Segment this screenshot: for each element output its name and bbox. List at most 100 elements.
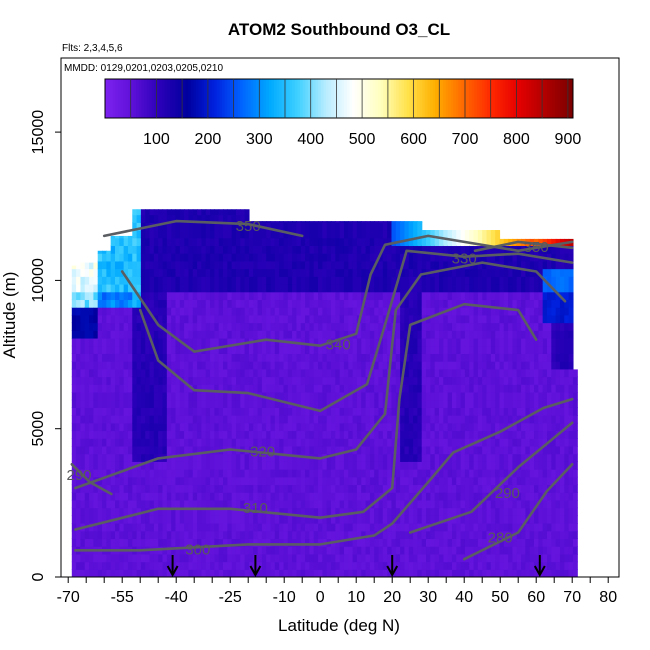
heatmap-cell (318, 492, 323, 501)
heatmap-cell (300, 353, 306, 362)
heatmap-cell (309, 384, 315, 393)
heatmap-cell (400, 330, 406, 339)
heatmap-cell (525, 492, 531, 501)
heatmap-cell (417, 499, 423, 509)
heatmap-cell (503, 499, 509, 509)
heatmap-cell (205, 445, 211, 455)
heatmap-cell (374, 546, 380, 555)
heatmap-cell (223, 230, 228, 239)
heatmap-cell (521, 461, 526, 470)
heatmap-cell (508, 337, 514, 347)
heatmap-cell (521, 283, 526, 293)
heatmap-cell (253, 530, 259, 540)
heatmap-cell (365, 530, 371, 540)
heatmap-cell (352, 530, 358, 540)
heatmap-cell (274, 453, 280, 462)
heatmap-cell (335, 222, 341, 231)
heatmap-cell (192, 546, 198, 555)
heatmap-cell (197, 492, 202, 501)
heatmap-cell (421, 430, 427, 439)
heatmap-cell (158, 469, 164, 478)
heatmap-cell (283, 561, 289, 570)
heatmap-cell (400, 345, 406, 354)
heatmap-cell (119, 415, 125, 424)
heatmap-cell (318, 546, 323, 555)
heatmap-cell (80, 561, 86, 570)
heatmap-cell (300, 283, 306, 293)
heatmap-cell (421, 276, 427, 285)
heatmap-cell (283, 469, 289, 478)
heatmap-cell (132, 337, 138, 347)
heatmap-cell (426, 299, 431, 308)
heatmap-cell (309, 445, 315, 455)
heatmap-cell (322, 299, 328, 308)
heatmap-cell (378, 314, 384, 324)
heatmap-cell (261, 314, 267, 324)
heatmap-cell (529, 291, 535, 301)
heatmap-cell (97, 515, 103, 524)
heatmap-cell (257, 330, 263, 339)
heatmap-cell (201, 322, 207, 331)
heatmap-cell (348, 422, 354, 432)
heatmap-cell (352, 253, 358, 262)
heatmap-cell (352, 407, 358, 416)
heatmap-cell (188, 569, 194, 577)
heatmap-cell (171, 237, 177, 247)
heatmap-cell (499, 499, 505, 509)
heatmap-cell (210, 530, 215, 540)
heatmap-cell (499, 538, 505, 547)
heatmap-cell (443, 569, 449, 577)
heatmap-cell (378, 515, 384, 524)
heatmap-cell (413, 268, 418, 277)
heatmap-cell (443, 492, 449, 501)
heatmap-cell (464, 422, 470, 432)
heatmap-cell (486, 515, 492, 524)
heatmap-cell (136, 230, 142, 239)
heatmap-cell (482, 499, 488, 509)
heatmap-cell (434, 476, 440, 486)
heatmap-cell (166, 291, 172, 301)
heatmap-cell (490, 538, 496, 547)
heatmap-cell (387, 538, 393, 547)
heatmap-cell (261, 361, 267, 370)
heatmap-cell (205, 492, 211, 501)
heatmap-cell (192, 245, 198, 254)
heatmap-cell (175, 561, 181, 570)
heatmap-cell (158, 222, 164, 231)
heatmap-cell (253, 283, 259, 293)
heatmap-cell (210, 322, 215, 331)
heatmap-cell (115, 438, 120, 447)
heatmap-cell (417, 230, 423, 239)
heatmap-cell (179, 222, 185, 231)
heatmap-cell (300, 237, 306, 247)
heatmap-cell (482, 268, 488, 277)
heatmap-cell (482, 453, 488, 462)
heatmap-cell (76, 330, 82, 339)
heatmap-cell (322, 222, 328, 231)
heatmap-cell (97, 253, 103, 262)
heatmap-cell (521, 492, 526, 501)
heatmap-cell (218, 546, 224, 555)
heatmap-cell (162, 299, 168, 308)
heatmap-cell (218, 453, 224, 462)
heatmap-cell (395, 253, 401, 262)
heatmap-cell (240, 399, 246, 408)
heatmap-cell (97, 445, 103, 455)
heatmap-cell (482, 553, 488, 563)
heatmap-cell (322, 384, 328, 393)
heatmap-cell (235, 353, 241, 362)
heatmap-cell (456, 561, 462, 570)
heatmap-cell (184, 376, 190, 385)
heatmap-cell (512, 268, 518, 277)
heatmap-cell (521, 546, 526, 555)
heatmap-cell (391, 391, 397, 401)
heatmap-cell (227, 353, 233, 362)
heatmap-cell (331, 469, 336, 478)
heatmap-cell (395, 438, 401, 447)
heatmap-cell (84, 353, 90, 362)
heatmap-cell (80, 422, 86, 432)
heatmap-cell (296, 368, 302, 378)
heatmap-cell (309, 422, 315, 432)
heatmap-cell (162, 330, 168, 339)
heatmap-cell (352, 384, 358, 393)
